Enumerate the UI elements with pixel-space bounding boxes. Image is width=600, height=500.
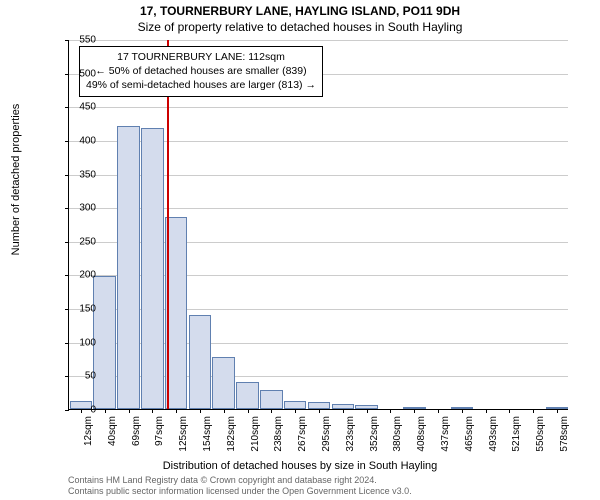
ytick-label: 300 <box>66 203 96 214</box>
xtick-label: 182sqm <box>226 416 237 452</box>
xtick-mark <box>343 409 344 413</box>
histogram-bar <box>189 315 212 409</box>
xtick-mark <box>200 409 201 413</box>
annotation-line1: 17 TOURNERBURY LANE: 112sqm <box>86 50 316 64</box>
xtick-label: 125sqm <box>178 416 189 452</box>
histogram-bar <box>284 401 307 409</box>
xtick-label: 238sqm <box>273 416 284 452</box>
xtick-label: 210sqm <box>250 416 261 452</box>
ytick-label: 450 <box>66 102 96 113</box>
histogram-bar <box>117 126 140 409</box>
annotation-box: 17 TOURNERBURY LANE: 112sqm← 50% of deta… <box>79 46 323 97</box>
xtick-mark <box>152 409 153 413</box>
histogram-bar <box>212 357 235 409</box>
ytick-label: 0 <box>66 405 96 416</box>
histogram-bar <box>141 128 164 409</box>
footer-line2: Contains public sector information licen… <box>68 486 412 497</box>
xtick-label: 380sqm <box>392 416 403 452</box>
ytick-label: 550 <box>66 35 96 46</box>
chart-title-sub: Size of property relative to detached ho… <box>0 18 600 34</box>
xtick-mark <box>176 409 177 413</box>
y-axis-label: Number of detached properties <box>10 104 22 256</box>
xtick-mark <box>438 409 439 413</box>
histogram-bar <box>260 390 283 409</box>
ytick-label: 400 <box>66 135 96 146</box>
histogram-bar <box>236 382 259 409</box>
xtick-mark <box>486 409 487 413</box>
xtick-mark <box>414 409 415 413</box>
xtick-label: 352sqm <box>369 416 380 452</box>
ytick-label: 500 <box>66 68 96 79</box>
chart-title-main: 17, TOURNERBURY LANE, HAYLING ISLAND, PO… <box>0 0 600 18</box>
xtick-label: 578sqm <box>559 416 570 452</box>
xtick-mark <box>271 409 272 413</box>
xtick-label: 521sqm <box>511 416 522 452</box>
gridline <box>69 107 568 108</box>
xtick-label: 267sqm <box>297 416 308 452</box>
ytick-label: 350 <box>66 169 96 180</box>
xtick-label: 465sqm <box>464 416 475 452</box>
ytick-label: 200 <box>66 270 96 281</box>
xtick-label: 154sqm <box>202 416 213 452</box>
xtick-mark <box>295 409 296 413</box>
xtick-label: 550sqm <box>535 416 546 452</box>
xtick-label: 97sqm <box>154 416 165 446</box>
xtick-mark <box>533 409 534 413</box>
annotation-line3: 49% of semi-detached houses are larger (… <box>86 78 316 92</box>
xtick-mark <box>105 409 106 413</box>
xtick-mark <box>462 409 463 413</box>
property-size-chart: 17, TOURNERBURY LANE, HAYLING ISLAND, PO… <box>0 0 600 500</box>
xtick-mark <box>129 409 130 413</box>
annotation-line2: ← 50% of detached houses are smaller (83… <box>86 64 316 78</box>
plot-area: 17 TOURNERBURY LANE: 112sqm← 50% of deta… <box>68 40 568 410</box>
xtick-label: 12sqm <box>83 416 94 446</box>
xtick-mark <box>367 409 368 413</box>
ytick-label: 50 <box>66 371 96 382</box>
footer-attribution: Contains HM Land Registry data © Crown c… <box>68 475 412 497</box>
ytick-label: 150 <box>66 304 96 315</box>
xtick-mark <box>390 409 391 413</box>
xtick-mark <box>509 409 510 413</box>
xtick-mark <box>319 409 320 413</box>
xtick-label: 295sqm <box>321 416 332 452</box>
histogram-bar <box>93 276 116 409</box>
xtick-label: 408sqm <box>416 416 427 452</box>
xtick-mark <box>557 409 558 413</box>
gridline <box>69 40 568 41</box>
xtick-label: 69sqm <box>131 416 142 446</box>
xtick-label: 493sqm <box>488 416 499 452</box>
xtick-label: 323sqm <box>345 416 356 452</box>
ytick-label: 250 <box>66 236 96 247</box>
ytick-label: 100 <box>66 337 96 348</box>
x-axis-label: Distribution of detached houses by size … <box>0 460 600 472</box>
histogram-bar <box>308 402 331 409</box>
footer-line1: Contains HM Land Registry data © Crown c… <box>68 475 412 486</box>
xtick-label: 437sqm <box>440 416 451 452</box>
xtick-label: 40sqm <box>107 416 118 446</box>
xtick-mark <box>248 409 249 413</box>
xtick-mark <box>224 409 225 413</box>
